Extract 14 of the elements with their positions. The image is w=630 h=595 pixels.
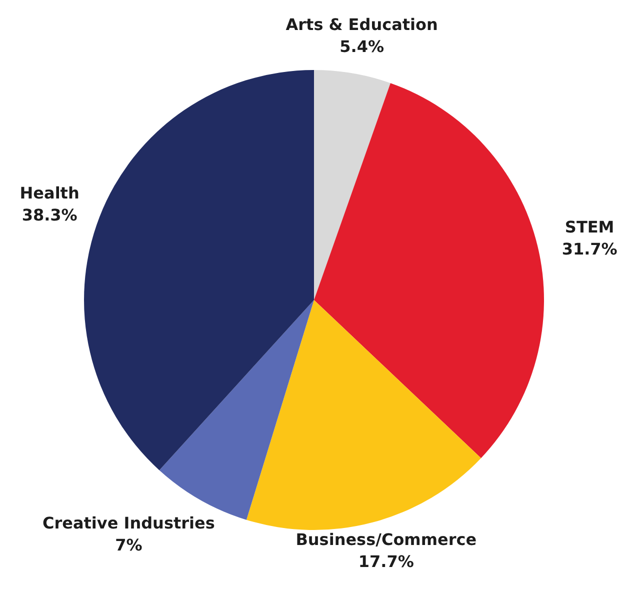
slice-label: Business/Commerce (296, 530, 477, 550)
slice-label: Arts & Education (286, 14, 438, 34)
data-label: 38.3% (22, 206, 78, 225)
slice-label: Creative Industries (42, 514, 215, 533)
data-label: 17.7% (358, 552, 414, 572)
pie-slice (84, 70, 314, 470)
data-label: 5.4% (340, 36, 384, 56)
data-label: 31.7% (562, 240, 618, 259)
pie-slice (246, 300, 482, 530)
slice-label: Health (20, 184, 80, 203)
pie-slice (314, 83, 544, 458)
data-label: 7% (115, 536, 142, 555)
slice-label: STEM (564, 218, 614, 237)
pie-slice (314, 70, 390, 300)
